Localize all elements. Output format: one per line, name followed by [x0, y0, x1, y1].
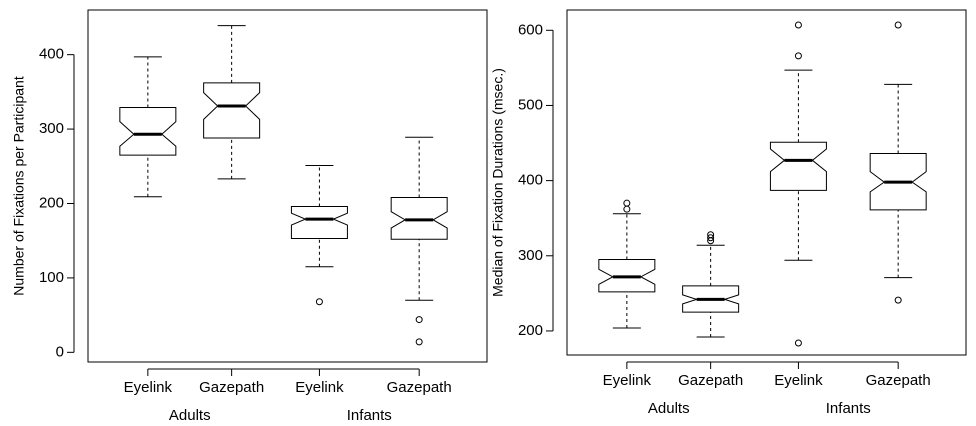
y-tick-label: 200	[39, 194, 64, 211]
y-tick-label: 100	[39, 269, 64, 286]
y-tick-label: 200	[518, 322, 543, 339]
box	[203, 82, 261, 139]
x-tick-label: Gazepath	[387, 379, 452, 396]
group-label: Adults	[648, 400, 690, 417]
box	[769, 141, 827, 191]
x-tick-label: Gazepath	[199, 379, 264, 396]
x-tick-label: Eyelink	[295, 379, 344, 396]
x-tick-label: Eyelink	[124, 379, 173, 396]
x-tick-label: Gazepath	[866, 372, 931, 389]
y-tick-label: 400	[39, 46, 64, 63]
y-tick-label: 600	[518, 21, 543, 38]
y-tick-label: 300	[39, 120, 64, 137]
outlier	[315, 298, 323, 306]
outlier	[894, 21, 902, 29]
y-tick-label: 500	[518, 96, 543, 113]
outlier	[623, 205, 631, 213]
y-tick-label: 0	[56, 343, 64, 360]
y-tick-label: 400	[518, 172, 543, 189]
outlier	[894, 296, 902, 304]
y-axis-label: Median of Fixation Durations (msec.)	[490, 68, 506, 297]
x-tick-label: Eyelink	[774, 372, 823, 389]
group-label: Infants	[826, 400, 871, 417]
outlier	[415, 338, 423, 346]
outlier	[794, 52, 802, 60]
x-tick-label: Eyelink	[603, 372, 652, 389]
x-tick-label: Gazepath	[678, 372, 743, 389]
outlier	[794, 339, 802, 347]
box	[119, 106, 177, 156]
box	[290, 205, 348, 239]
chart: 200 300 400 500 600 Median of Fixation Durati…	[490, 9, 967, 417]
plot-frame	[566, 9, 967, 356]
group-label: Infants	[347, 407, 392, 421]
y-axis-label: Number of Fixations per Participant	[11, 76, 27, 296]
outlier	[707, 231, 715, 239]
outlier	[623, 199, 631, 207]
outlier	[415, 316, 423, 324]
outlier	[707, 234, 715, 242]
outlier	[794, 21, 802, 29]
group-label: Adults	[169, 407, 211, 421]
plot-frame	[87, 9, 488, 363]
y-tick-label: 300	[518, 247, 543, 264]
chart: 0 100 200 300 400 Number of Fixations per Par…	[11, 9, 488, 424]
